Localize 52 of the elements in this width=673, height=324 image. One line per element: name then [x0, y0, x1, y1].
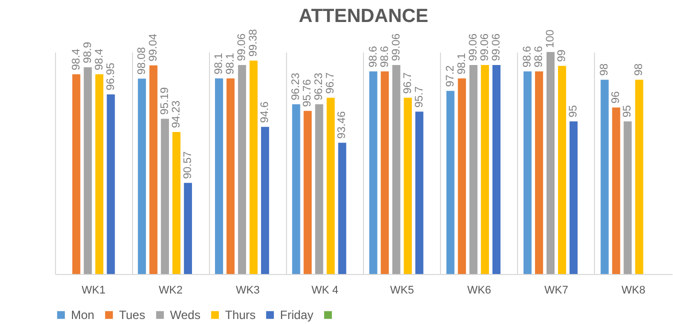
data-label: 98.6: [533, 46, 546, 68]
data-label: 99.06: [467, 34, 480, 62]
x-tick-label: WK6: [467, 284, 492, 296]
legend-label: Thurs: [225, 308, 256, 322]
data-label: 98: [633, 64, 646, 76]
data-label: 99.06: [478, 34, 491, 62]
data-label: 98: [598, 64, 611, 76]
data-label: 96.23: [290, 72, 302, 100]
data-label: 95.76: [302, 79, 314, 107]
data-label: 98.1: [456, 52, 468, 74]
data-label: 94.6: [259, 102, 272, 123]
data-label: 96: [610, 91, 622, 104]
legend-label: Mon: [71, 308, 94, 322]
data-label: 96.7: [324, 72, 337, 94]
data-label: 98.4: [93, 48, 106, 70]
data-label: 98.08: [136, 47, 148, 75]
data-label: 96.7: [402, 72, 414, 94]
x-tick-label: WK1: [82, 284, 106, 296]
data-label: 95.19: [158, 87, 171, 115]
data-label: 99.06: [490, 34, 502, 62]
data-label: 90.57: [182, 151, 194, 179]
data-label: 98.1: [213, 52, 226, 74]
x-tick-label: WK7: [544, 284, 568, 296]
data-label: 98.4: [70, 48, 82, 70]
data-label: 97.2: [444, 65, 456, 87]
data-label: 98.9: [82, 42, 94, 64]
data-label: 99.04: [147, 34, 160, 62]
legend-label: Tues: [119, 308, 146, 322]
data-label: 99.06: [390, 34, 402, 62]
data-label: 93.46: [336, 111, 348, 139]
data-label: 100: [544, 30, 557, 48]
x-tick-label: WK3: [236, 284, 260, 296]
x-tick-label: WK8: [622, 284, 646, 296]
data-label: 99.38: [248, 29, 260, 57]
data-label: 99.06: [236, 34, 248, 62]
data-label: 96.23: [313, 72, 326, 100]
data-label: 98.6: [378, 46, 391, 68]
data-label: 98.6: [367, 46, 380, 68]
data-label: 98.6: [522, 46, 534, 68]
legend-label: Weds: [170, 308, 200, 322]
x-tick-label: WK2: [158, 284, 183, 296]
data-label: 99: [556, 50, 568, 62]
data-label: 95: [568, 105, 580, 118]
x-tick-label: WK5: [390, 284, 414, 296]
data-label: 98.1: [224, 52, 237, 74]
legend-label: Friday: [280, 308, 314, 322]
chart-title: ATTENDANCE: [298, 6, 428, 28]
data-label: 96.95: [104, 62, 117, 90]
data-label: 94.23: [170, 100, 182, 128]
data-label: 95.7: [413, 86, 426, 108]
data-label: 95: [622, 105, 634, 118]
x-tick-label: WK 4: [311, 284, 338, 296]
